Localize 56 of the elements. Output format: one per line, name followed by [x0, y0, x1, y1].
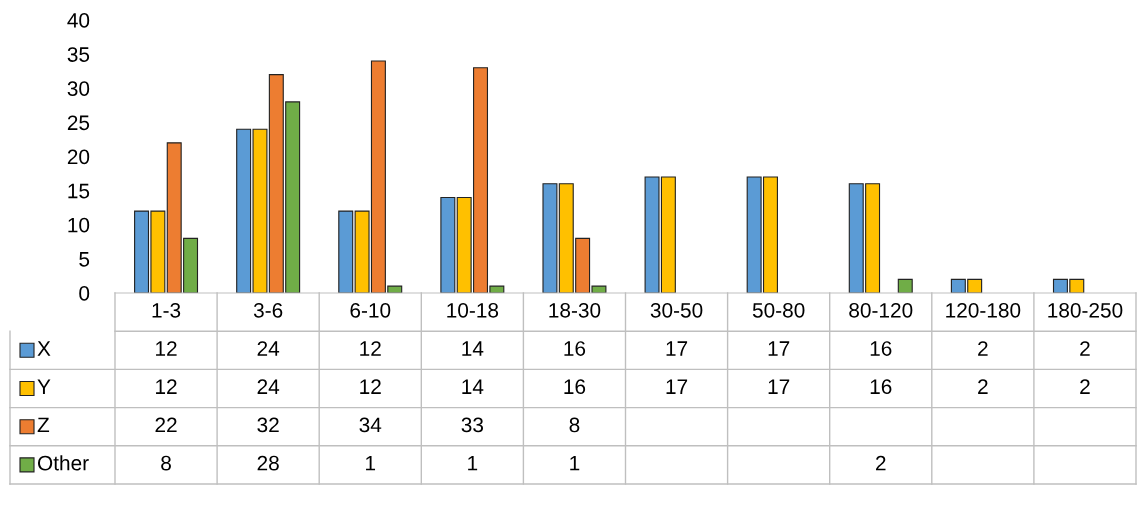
y-tick-label: 20 — [67, 149, 90, 165]
data-label: 24 — [257, 341, 280, 356]
data-label: 17 — [768, 379, 790, 394]
data-label: 17 — [768, 341, 790, 356]
legend-label: Z — [37, 417, 50, 433]
x-tick-label: 18-30 — [549, 302, 601, 318]
y-tick-label: 15 — [68, 183, 90, 199]
data-label: 32 — [257, 417, 279, 433]
data-label: 33 — [461, 417, 484, 433]
bar — [440, 196, 456, 293]
data-label: 16 — [870, 341, 892, 356]
x-tick-label: 180-250 — [1048, 302, 1123, 318]
data-label: 1 — [468, 455, 478, 471]
data-label: 1 — [366, 455, 376, 471]
x-tick-label: 10-18 — [447, 302, 499, 318]
data-label: 1 — [570, 455, 580, 471]
y-tick-label: 35 — [67, 47, 90, 62]
bar — [897, 278, 913, 293]
data-label: 22 — [155, 417, 177, 433]
x-tick-label: 6-10 — [350, 302, 391, 318]
data-label: 34 — [359, 417, 382, 433]
data-label: 12 — [156, 379, 177, 394]
x-tick-label: 30-50 — [650, 302, 703, 318]
data-label: 2 — [978, 379, 988, 394]
x-tick-label: 50-80 — [752, 302, 805, 318]
y-tick-label: 0 — [79, 286, 90, 301]
data-label: 14 — [462, 341, 484, 356]
data-label: 12 — [360, 341, 381, 356]
data-label: 16 — [870, 379, 892, 395]
data-label: 2 — [1080, 341, 1090, 356]
data-label: 2 — [978, 341, 988, 356]
y-tick-label: 30 — [67, 81, 90, 96]
data-label: 17 — [666, 341, 688, 356]
legend-label: X — [37, 341, 51, 356]
x-tick-label: 80-120 — [849, 302, 913, 318]
legend-label: Other — [37, 455, 89, 471]
data-label: 24 — [257, 379, 280, 394]
y-tick-label: 10 — [68, 217, 90, 233]
data-label: 28 — [257, 455, 279, 471]
data-label: 14 — [462, 379, 484, 394]
legend-label: Y — [37, 379, 51, 394]
data-label: 12 — [156, 341, 177, 356]
data-label: 16 — [564, 379, 586, 395]
y-tick-label: 40 — [67, 13, 90, 28]
y-tick-label: 5 — [79, 252, 90, 267]
x-tick-label: 120-180 — [946, 302, 1021, 318]
data-label: 16 — [564, 341, 586, 356]
data-label: 8 — [161, 455, 171, 471]
data-label: 8 — [569, 417, 580, 433]
data-label: 17 — [666, 379, 688, 394]
data-label: 2 — [876, 455, 886, 471]
data-label: 12 — [360, 379, 381, 394]
x-tick-label: 3-6 — [253, 302, 283, 318]
data-label: 2 — [1080, 379, 1090, 394]
x-tick-label: 1-3 — [152, 302, 181, 318]
y-tick-label: 25 — [67, 115, 90, 131]
